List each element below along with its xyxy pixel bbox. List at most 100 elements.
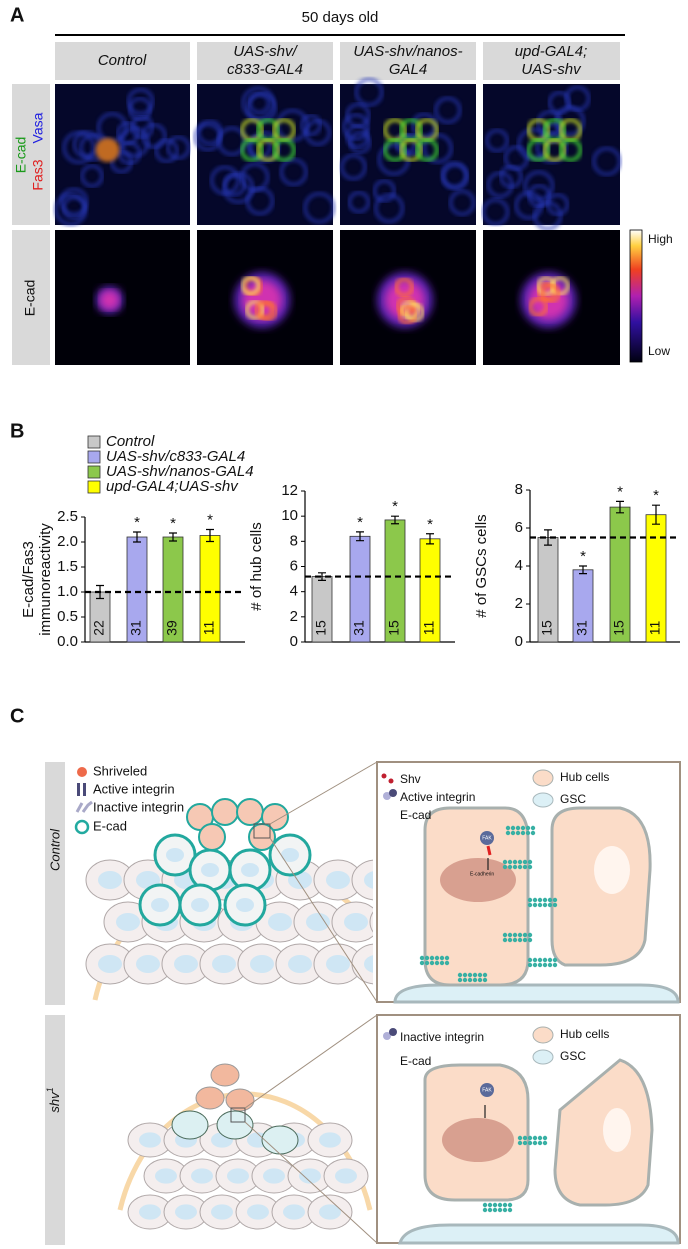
y-tick-label: 1.0 [57, 583, 78, 600]
ecad-bead [510, 830, 516, 836]
ecad-bead [537, 902, 543, 908]
fak-label: FAK [482, 835, 492, 841]
cell-nucleus [268, 913, 292, 931]
legend-label: UAS-shv/c833-GAL4 [106, 448, 245, 465]
ecad-bead [502, 864, 508, 870]
y-tick-label: 1.5 [57, 558, 78, 575]
ecad-bead [424, 960, 430, 966]
gene-label: E-cadherin [470, 871, 494, 877]
vasa-cell [59, 187, 89, 216]
legend-text: Shriveled [93, 763, 147, 778]
ecad-bead [532, 1135, 538, 1141]
vasa-cell [210, 165, 240, 196]
legend-text: E-cad [400, 1054, 431, 1068]
panel-title: 50 days old [302, 9, 379, 26]
cell-nucleus [212, 955, 236, 973]
ecad-bead [482, 972, 488, 978]
legend-text: GSC [560, 792, 586, 806]
ecad-bead [505, 825, 511, 831]
colorbar [629, 229, 643, 363]
vasa-cell [340, 153, 367, 181]
vasa-cell [245, 187, 274, 216]
ecad-bead [542, 1135, 548, 1141]
cell-nucleus [250, 955, 274, 973]
cell-nucleus [306, 913, 330, 931]
legend-icon [77, 783, 80, 796]
y-tick-label: 8 [515, 481, 523, 498]
sample-size: 31 [574, 620, 590, 636]
gsc-cell [398, 1223, 680, 1245]
germ-cell [369, 911, 373, 933]
ecad-bead [547, 962, 553, 968]
ecad-bead [444, 955, 450, 961]
ecad-bead [542, 897, 548, 903]
cell-nucleus [191, 1168, 213, 1184]
significance: * [392, 498, 398, 515]
ecad-bead [527, 1135, 533, 1141]
legend-text: Active integrin [93, 781, 175, 796]
niche-diagram [85, 798, 373, 1001]
header-box [483, 42, 620, 80]
header-box [340, 42, 476, 80]
column-headers: Control UAS-shv/ c833-GAL4 UAS-shv/nanos… [55, 42, 620, 80]
cell-nucleus [335, 1168, 357, 1184]
cell-nucleus [174, 955, 198, 973]
ecad-bead [517, 864, 523, 870]
vasa-cell [485, 129, 509, 153]
ecad-bead [532, 902, 538, 908]
cell-nucleus [326, 871, 350, 889]
organelle [603, 1108, 631, 1152]
ecad-bead [532, 897, 538, 903]
row-label: E-cad [13, 137, 29, 174]
cell-nucleus [191, 898, 209, 912]
nucleus [442, 1118, 514, 1162]
ecad-bead [507, 932, 513, 938]
ecad-bead [502, 1202, 508, 1208]
legend-icon [75, 800, 93, 813]
legend-icon [532, 1049, 554, 1065]
diagram-legend: Shriveled Active integrin Inactive integ… [74, 763, 184, 835]
significance: * [580, 548, 586, 565]
sample-size: 15 [386, 620, 402, 636]
column-header: c833-GAL4 [227, 61, 303, 78]
activation [486, 845, 492, 856]
ecad-bead [522, 1140, 528, 1146]
legend-icon [77, 767, 87, 777]
hub-signal [95, 138, 120, 162]
legend-icon [532, 1026, 554, 1044]
legend-label: Control [106, 433, 155, 450]
gsc [216, 1110, 254, 1140]
ecad-heat [99, 290, 120, 310]
cell-nucleus [227, 1168, 249, 1184]
vasa-cell [449, 189, 476, 216]
ecad-bead [419, 955, 425, 961]
ecad-bead [424, 955, 430, 961]
error-bar [356, 531, 364, 542]
vasa-cell [127, 88, 155, 116]
vasa-cell [348, 131, 372, 154]
significance: * [170, 515, 176, 532]
ecad-bead [525, 830, 531, 836]
hub [210, 1063, 240, 1087]
error-bar [652, 504, 660, 525]
ecad-bead [542, 962, 548, 968]
ecad-bead [530, 830, 536, 836]
error-bar [391, 515, 399, 525]
vasa-cell [548, 91, 571, 115]
ecad-bead [434, 960, 440, 966]
column-header: GAL4 [389, 61, 427, 78]
vasa-cell [481, 198, 510, 226]
row-label-sup: 1 [45, 1087, 55, 1092]
ecad-bead [522, 932, 528, 938]
y-axis-label: immunoreactivity [37, 523, 54, 636]
sample-size: 15 [611, 620, 627, 636]
cell-nucleus [326, 955, 350, 973]
cell-nucleus [299, 1168, 321, 1184]
error-bar [318, 572, 326, 581]
ecad-bead [462, 972, 468, 978]
error-bar [169, 532, 177, 542]
sample-size: 22 [91, 620, 107, 636]
legend-text: Hub cells [560, 770, 609, 784]
cell-nucleus [116, 913, 140, 931]
